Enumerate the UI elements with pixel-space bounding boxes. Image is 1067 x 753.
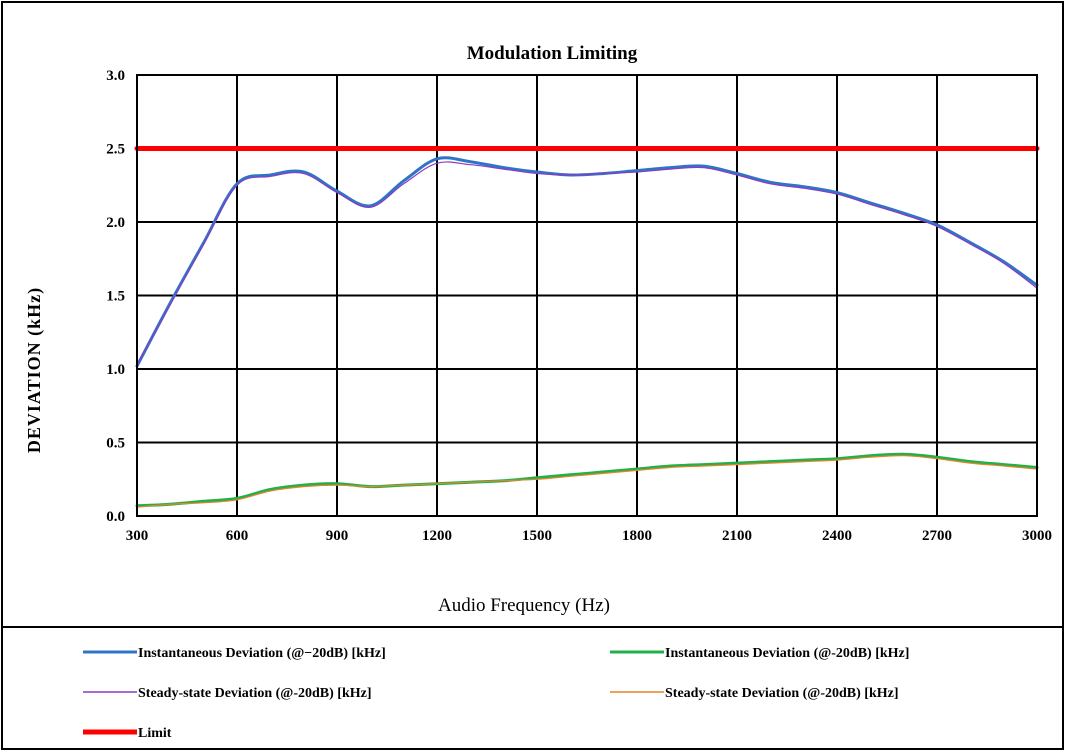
x-tick-label: 1500 xyxy=(522,528,552,544)
x-tick-label: 2100 xyxy=(722,528,752,544)
x-tick-label: 2400 xyxy=(822,528,852,544)
legend-label-1: Instantaneous Deviation (@-20dB) [kHz] xyxy=(665,646,909,661)
x-tick-label: 3000 xyxy=(1022,528,1052,544)
legend-label-3: Steady-state Deviation (@-20dB) [kHz] xyxy=(665,686,899,701)
legend-label-4: Limit xyxy=(138,726,172,741)
plot-series xyxy=(134,146,1040,508)
chart-title: Modulation Limiting xyxy=(467,43,638,64)
x-axis-title: Audio Frequency (Hz) xyxy=(438,595,610,616)
series-line-1 xyxy=(135,452,1039,508)
series-line-3 xyxy=(136,455,1038,508)
y-tick-label: 2.0 xyxy=(106,215,125,231)
y-tick-label: 0.5 xyxy=(106,436,125,452)
x-axis-ticks: 300 600 900 1200 1500 1800 2100 2400 2700 3000 xyxy=(126,528,1052,544)
plot-area-border xyxy=(136,74,1038,517)
y-tick-label: 3.0 xyxy=(106,68,125,84)
x-tick-label: 2700 xyxy=(922,528,952,544)
x-tick-label: 1800 xyxy=(622,528,652,544)
x-tick-label: 600 xyxy=(226,528,249,544)
legend-label-0: Instantaneous Deviation (@−20dB) [kHz] xyxy=(138,646,386,661)
grid-lines xyxy=(136,74,1038,517)
y-axis-title: DEVIATION (kHz) xyxy=(24,287,45,453)
y-axis-ticks: 0.0 0.5 1.0 1.5 2.0 2.5 3.0 xyxy=(106,68,125,525)
legend-label-2: Steady-state Deviation (@-20dB) [kHz] xyxy=(138,686,372,701)
x-tick-label: 900 xyxy=(326,528,349,544)
series-line-0 xyxy=(135,156,1039,368)
y-tick-label: 2.5 xyxy=(106,142,125,158)
y-tick-label: 1.5 xyxy=(106,289,125,305)
series-line-2 xyxy=(136,161,1038,366)
x-tick-label: 300 xyxy=(126,528,149,544)
x-tick-label: 1200 xyxy=(422,528,452,544)
y-tick-label: 0.0 xyxy=(106,509,125,525)
legend: Instantaneous Deviation (@−20dB) [kHz] In… xyxy=(83,646,909,741)
legend-divider xyxy=(1,626,1064,628)
y-tick-label: 1.0 xyxy=(106,362,125,378)
